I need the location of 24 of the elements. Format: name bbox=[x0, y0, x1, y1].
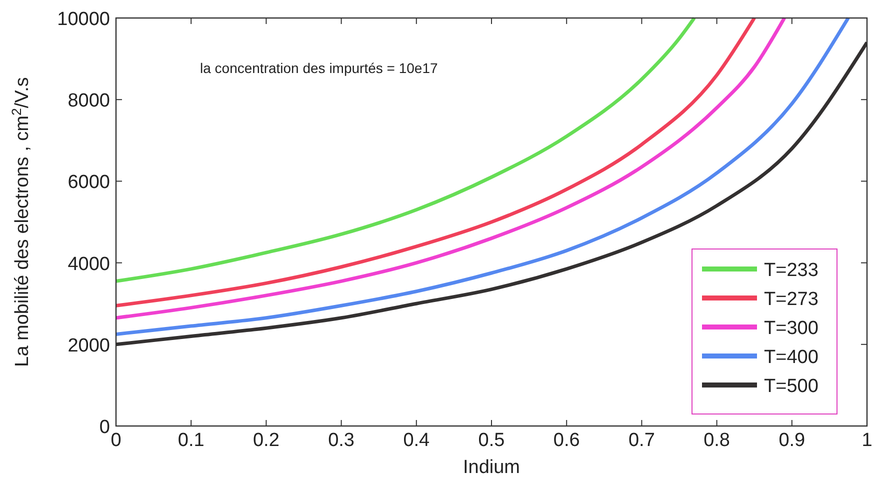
y-tick-label: 4000 bbox=[68, 254, 110, 275]
x-tick-label: 0.1 bbox=[178, 430, 204, 451]
legend-label: T=233 bbox=[764, 260, 818, 281]
y-tick-label: 0 bbox=[99, 417, 110, 438]
x-tick-label: 0.6 bbox=[553, 430, 580, 451]
x-tick-label: 0.3 bbox=[328, 430, 355, 451]
legend-label: T=273 bbox=[764, 289, 818, 310]
y-tick-label: 10000 bbox=[57, 9, 110, 30]
x-tick-label: 0.7 bbox=[628, 430, 655, 451]
y-tick-label: 2000 bbox=[68, 335, 110, 356]
x-axis-title: Indium bbox=[462, 457, 520, 478]
x-tick-label: 0.4 bbox=[403, 430, 430, 451]
annotation: la concentration des impurtés = 10e17 bbox=[200, 60, 438, 76]
x-tick-label: 0.8 bbox=[704, 430, 730, 451]
line-series bbox=[116, 16, 696, 283]
legend-label: T=400 bbox=[764, 347, 818, 368]
y-tick-label: 6000 bbox=[68, 172, 110, 194]
x-tick-label: 1 bbox=[862, 430, 872, 451]
x-tick-label: 0.5 bbox=[478, 430, 505, 451]
x-tick-label: 0.9 bbox=[778, 430, 806, 451]
x-tick-label: 0.2 bbox=[252, 430, 280, 451]
y-tick-label: 8000 bbox=[68, 90, 110, 112]
legend-label: T=500 bbox=[764, 376, 818, 397]
legend-label: T=300 bbox=[764, 318, 818, 339]
